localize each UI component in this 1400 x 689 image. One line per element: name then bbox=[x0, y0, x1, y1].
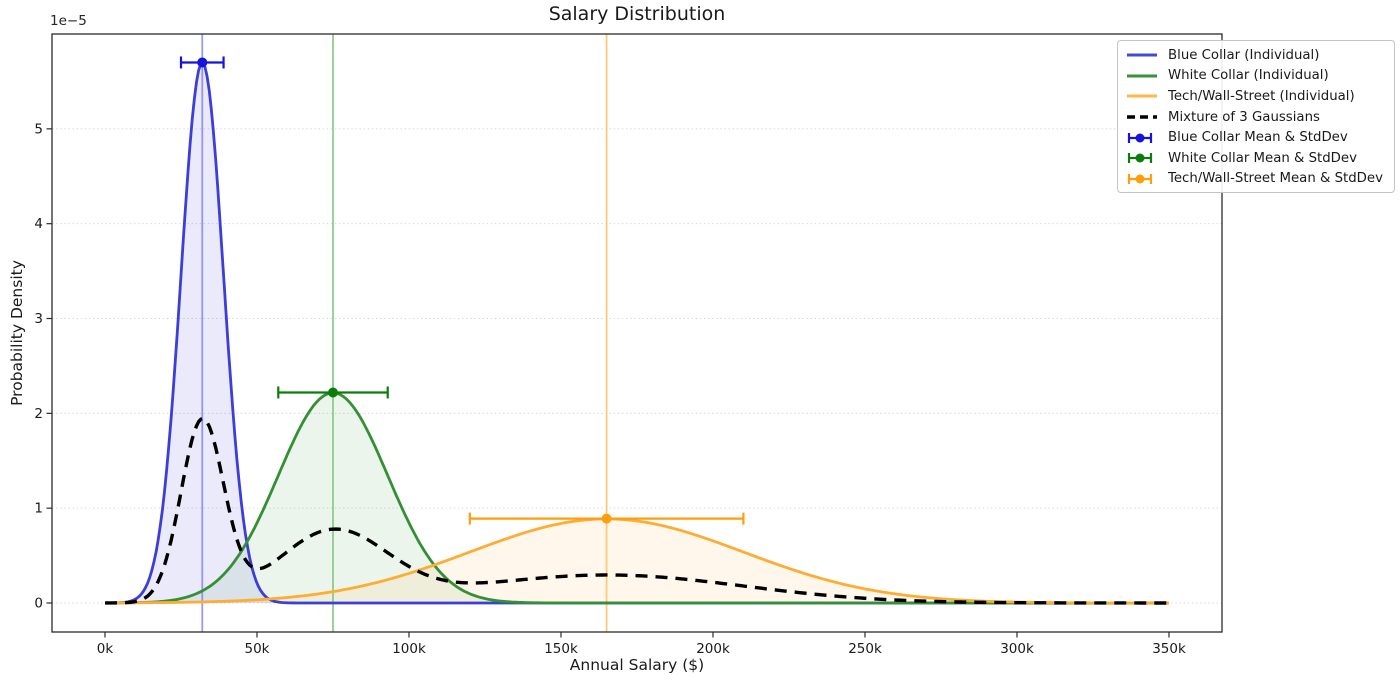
legend-line-swatch-icon bbox=[1127, 94, 1157, 98]
y-axis-offset-text: 1e−5 bbox=[50, 13, 87, 29]
y-tick-label: 2 bbox=[34, 406, 43, 422]
legend-item: Tech/Wall-Street (Individual) bbox=[1125, 86, 1388, 107]
x-tick-label: 250k bbox=[848, 641, 882, 657]
x-tick-label: 300k bbox=[1000, 641, 1034, 657]
legend-item: White Collar (Individual) bbox=[1125, 66, 1388, 87]
mixture-curve bbox=[104, 416, 1169, 605]
errorbar-marker bbox=[197, 57, 208, 68]
legend-item: Blue Collar Mean & StdDev bbox=[1125, 127, 1388, 148]
legend-errorbar-swatch-icon bbox=[1127, 132, 1153, 143]
x-tick-label: 100k bbox=[392, 641, 426, 657]
gaussian-curve bbox=[105, 391, 1169, 605]
x-tick-label: 50k bbox=[245, 641, 270, 657]
legend-item-label: Blue Collar (Individual) bbox=[1168, 47, 1320, 63]
errorbar-marker bbox=[601, 513, 612, 524]
legend-item-label: Tech/Wall-Street Mean & StdDev bbox=[1168, 171, 1383, 187]
x-tick-label: 150k bbox=[544, 641, 578, 657]
errorbar-marker bbox=[328, 387, 338, 398]
y-tick-label: 1 bbox=[34, 501, 43, 517]
legend-item-label: Mixture of 3 Gaussians bbox=[1168, 109, 1320, 125]
curve-fill bbox=[105, 392, 1169, 603]
legend-item: White Collar Mean & StdDev bbox=[1125, 148, 1388, 169]
y-tick-label: 5 bbox=[34, 121, 43, 137]
y-tick-label: 4 bbox=[34, 216, 43, 232]
y-tick-label: 0 bbox=[34, 596, 43, 612]
legend: Blue Collar (Individual) White Collar (In… bbox=[1117, 40, 1395, 193]
legend-item-label: White Collar Mean & StdDev bbox=[1168, 150, 1357, 166]
legend-line-swatch-icon bbox=[1127, 53, 1157, 57]
chart-title: Salary Distribution bbox=[548, 3, 726, 25]
legend-dashed-swatch-icon bbox=[1127, 115, 1157, 119]
gaussian-curve bbox=[104, 517, 1169, 605]
legend-errorbar-swatch-icon bbox=[1127, 173, 1153, 184]
legend-item: Mixture of 3 Gaussians bbox=[1125, 107, 1388, 128]
x-tick-label: 0k bbox=[97, 641, 114, 657]
legend-item-label: Blue Collar Mean & StdDev bbox=[1168, 130, 1348, 146]
curve-fill bbox=[105, 518, 1169, 603]
legend-item: Tech/Wall-Street Mean & StdDev bbox=[1125, 169, 1388, 190]
plot-spines bbox=[51, 33, 1223, 633]
legend-item-label: White Collar (Individual) bbox=[1168, 68, 1329, 84]
x-axis-label: Annual Salary ($) bbox=[569, 656, 705, 674]
x-tick-label: 350k bbox=[1152, 641, 1186, 657]
y-tick-label: 3 bbox=[34, 311, 43, 327]
legend-line-swatch-icon bbox=[1127, 74, 1157, 78]
legend-item: Blue Collar (Individual) bbox=[1125, 45, 1388, 66]
x-tick-label: 200k bbox=[696, 641, 730, 657]
legend-item-label: Tech/Wall-Street (Individual) bbox=[1168, 88, 1355, 104]
y-axis-label: Probability Density bbox=[8, 260, 26, 406]
legend-errorbar-swatch-icon bbox=[1127, 153, 1153, 164]
